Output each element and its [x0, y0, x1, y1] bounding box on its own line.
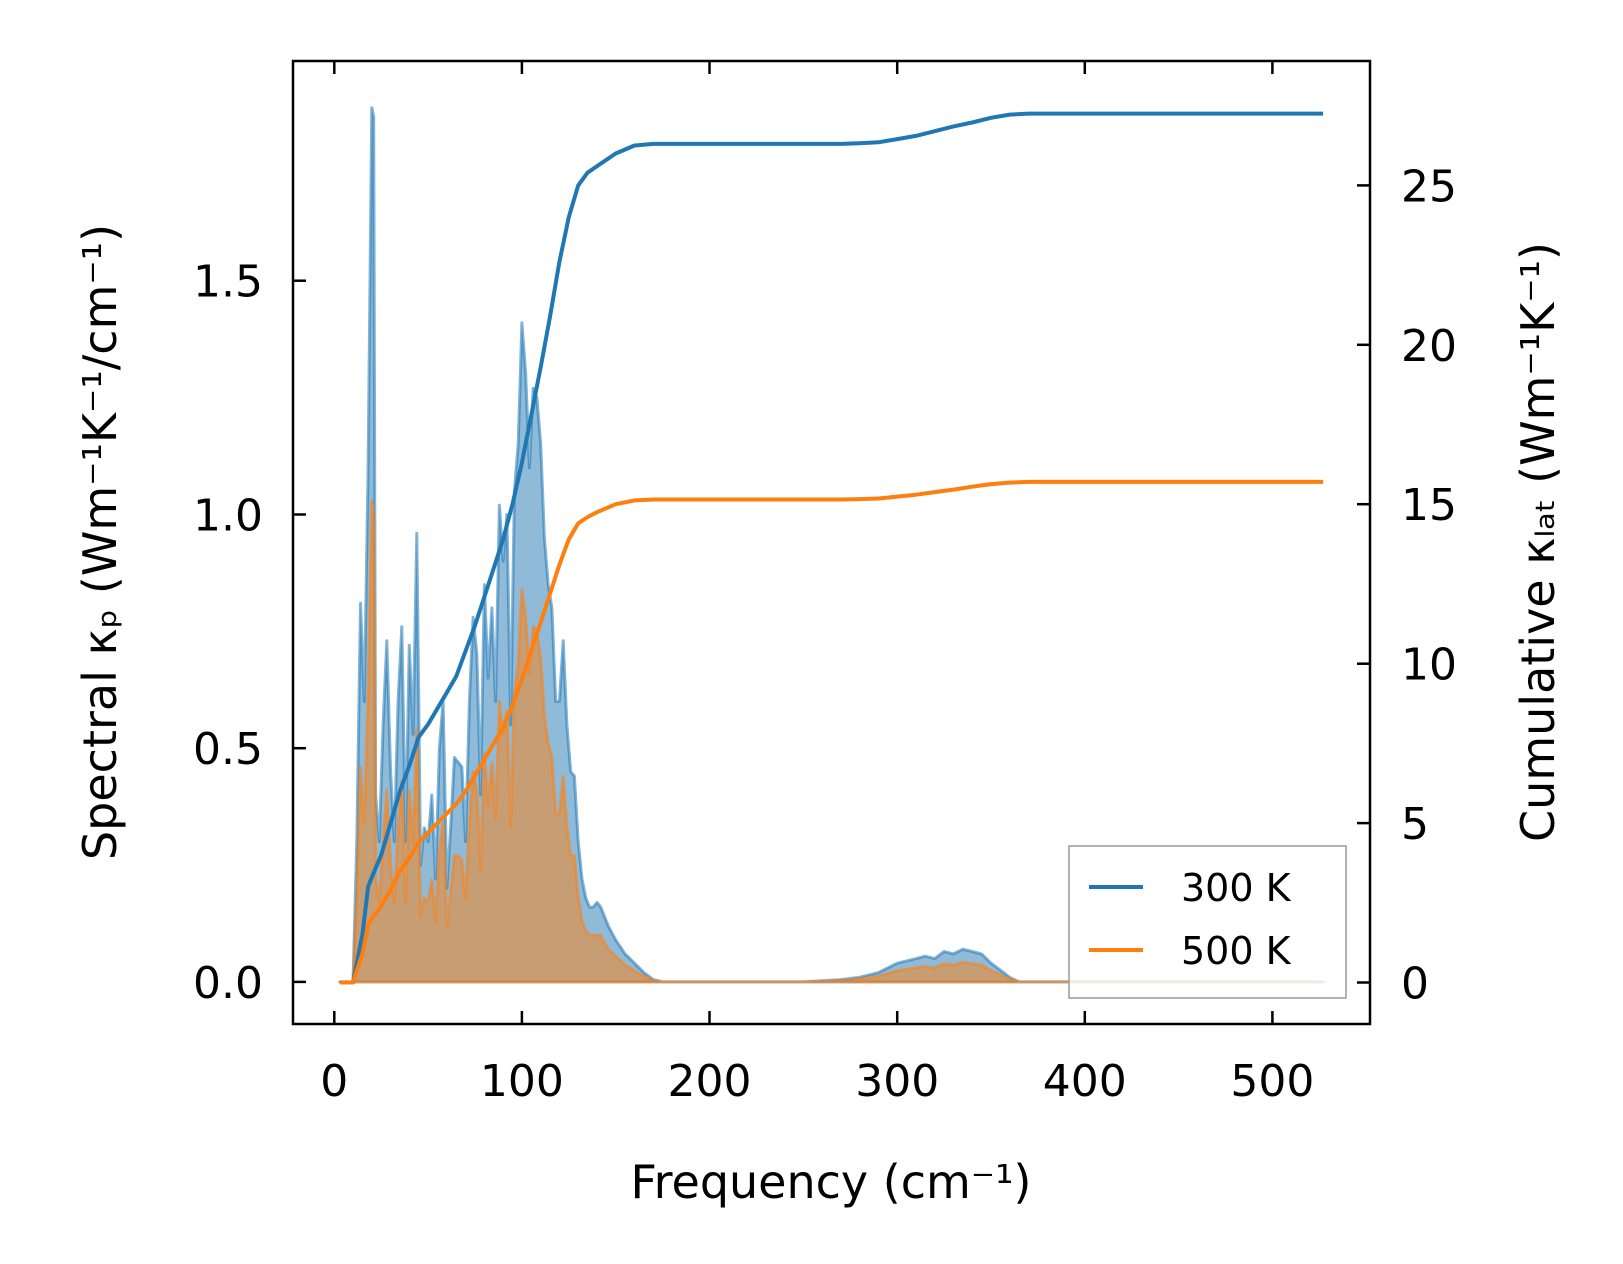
y2-tick-label: 20	[1401, 321, 1457, 372]
y2-tick-label: 15	[1401, 480, 1457, 531]
legend: 300 K 500 K	[1068, 845, 1347, 999]
x-tick-label: 400	[1043, 1056, 1127, 1107]
spectral-area-500k	[338, 498, 1325, 984]
legend-label-300k: 300 K	[1181, 866, 1292, 910]
y-tick-label: 1.5	[193, 257, 263, 308]
x-axis-label: Frequency (cm⁻¹)	[631, 1155, 1032, 1209]
y2-tick-label: 5	[1401, 799, 1429, 850]
y-tick-label: 0.0	[193, 958, 263, 1009]
cumulative-line-500k	[339, 479, 1324, 985]
y2-tick-label: 25	[1401, 161, 1457, 212]
x-tick-label: 200	[668, 1056, 752, 1107]
y-tick-label: 0.5	[193, 724, 263, 775]
y2-tick-label: 10	[1401, 640, 1457, 691]
x-tick-label: 500	[1230, 1056, 1314, 1107]
x-tick-label: 300	[855, 1056, 939, 1107]
y2-tick-label: 0	[1401, 959, 1429, 1010]
x-tick-label: 0	[320, 1056, 348, 1107]
plot-frame	[291, 59, 1372, 1026]
legend-box	[1068, 845, 1347, 999]
y2-axis-label: Cumulative κₗₐₜ (Wm⁻¹K⁻¹)	[1511, 242, 1565, 842]
legend-label-500k: 500 K	[1181, 929, 1292, 973]
y-axis-label: Spectral κₚ (Wm⁻¹K⁻¹/cm⁻¹)	[73, 224, 127, 860]
cumulative-line-300k	[339, 111, 1324, 985]
x-tick-label: 100	[480, 1056, 564, 1107]
y-tick-label: 1.0	[193, 491, 263, 542]
